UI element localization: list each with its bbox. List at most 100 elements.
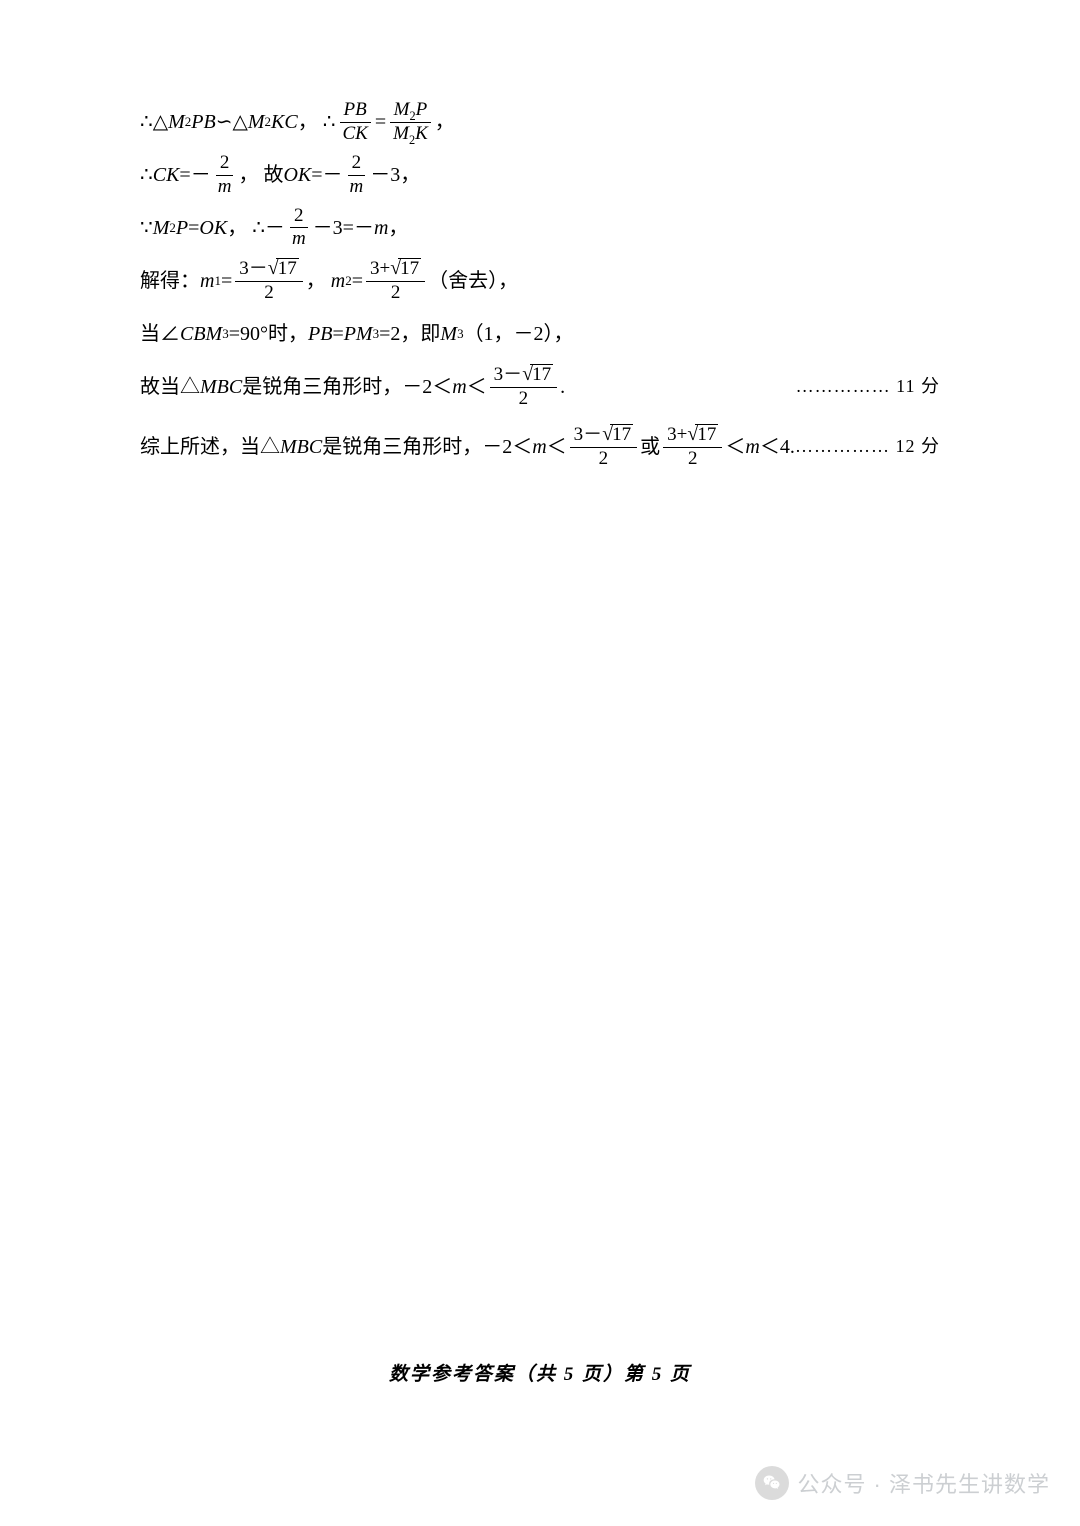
text: .: [560, 365, 565, 409]
fraction: PB CK: [338, 100, 371, 145]
var: PB: [308, 312, 332, 356]
watermark-text: 公众号 · 泽书先生讲数学: [797, 1467, 1050, 1499]
line-3: ∵ M2P = OK ， ∴－ 2 m －3=－m，: [140, 206, 940, 251]
text: ＜: [547, 425, 567, 469]
numerator: 2: [348, 153, 366, 176]
var: PB: [191, 100, 215, 144]
var: M: [168, 100, 185, 144]
numerator: 3－√17: [490, 364, 558, 388]
text: =: [332, 312, 343, 356]
text: ，: [238, 153, 258, 197]
text: ＜: [725, 425, 745, 469]
equals: =: [375, 100, 386, 144]
line-2: ∴ CK =－ 2 m ， 故 OK =－ 2 m －3，: [140, 153, 940, 198]
fraction: 3+√17 2: [366, 258, 425, 304]
text: ∴－: [252, 206, 285, 250]
denominator: 2: [595, 448, 613, 470]
denominator: 2: [260, 282, 278, 304]
sqrt: √17: [602, 424, 633, 446]
sqrt: √17: [687, 424, 718, 446]
numerator: 2: [290, 206, 308, 229]
fraction: 3－√17 2: [490, 364, 558, 410]
sqrt: √17: [522, 364, 553, 386]
sqrt: √17: [390, 258, 421, 280]
text: －3，: [370, 153, 420, 197]
text: 当∠: [140, 312, 180, 356]
var: CK: [153, 153, 180, 197]
fraction: 3－√17 2: [235, 258, 303, 304]
text: （1，－2），: [464, 312, 574, 356]
fraction: M2P M2K: [389, 100, 432, 145]
text: ，: [388, 206, 408, 250]
text: ＜: [467, 365, 487, 409]
text: 故当△: [140, 365, 200, 409]
numerator: 3－√17: [235, 258, 303, 282]
line-4: 解得： m1 = 3－√17 2 ， m2 = 3+√17 2 （舍去），: [140, 258, 940, 304]
fraction: 3－√17 2: [570, 424, 638, 470]
text: =－: [311, 153, 342, 197]
denominator: m: [346, 176, 368, 198]
var: m: [532, 425, 546, 469]
text: ＜4.: [760, 425, 795, 469]
numerator: M2P: [390, 100, 432, 123]
denominator: m: [288, 228, 310, 250]
var: MBC: [200, 365, 242, 409]
numerator: PB: [340, 100, 371, 123]
score-11: …………… 11 分: [796, 367, 940, 407]
math-expression: 综上所述，当△MBC 是锐角三角形时，－2＜m＜ 3－√17 2 或 3+√17…: [140, 424, 795, 470]
var: m: [374, 206, 388, 250]
wechat-icon: [755, 1466, 789, 1500]
text: =2，即: [379, 312, 440, 356]
var: m: [200, 259, 214, 303]
text: －3=－: [313, 206, 374, 250]
fraction: 2 m: [288, 206, 310, 251]
score-12: …………… 12 分: [795, 427, 940, 467]
denominator: 2: [684, 448, 702, 470]
denominator: 2: [387, 282, 405, 304]
var: KC: [271, 100, 298, 144]
text: 综上所述，当△: [140, 425, 280, 469]
line-6: 故当△MBC 是锐角三角形时，－2＜m＜ 3－√17 2 . …………… 11 …: [140, 364, 940, 410]
var: OK: [283, 153, 311, 197]
var: M: [440, 312, 457, 356]
denominator: m: [214, 176, 236, 198]
var: PM: [344, 312, 373, 356]
watermark: 公众号 · 泽书先生讲数学: [755, 1466, 1050, 1500]
text: ，: [306, 259, 326, 303]
text: 是锐角三角形时，－2＜: [242, 365, 452, 409]
text: ∴: [140, 153, 153, 197]
var: m: [331, 259, 345, 303]
text: ，: [227, 206, 247, 250]
var: M: [153, 206, 170, 250]
text: ∵: [140, 206, 153, 250]
similar-symbol: ∽: [216, 100, 233, 144]
var: OK: [199, 206, 227, 250]
numerator: 3+√17: [663, 424, 722, 448]
math-expression: 故当△MBC 是锐角三角形时，－2＜m＜ 3－√17 2 .: [140, 364, 565, 410]
fraction: 3+√17 2: [663, 424, 722, 470]
var: CBM: [180, 312, 222, 356]
page-footer: 数学参考答案（共 5 页）第 5 页: [0, 1359, 1080, 1386]
fraction: 2 m: [214, 153, 236, 198]
fraction: 2 m: [346, 153, 368, 198]
text: ∴: [323, 100, 336, 144]
text: （舍去），: [428, 259, 518, 303]
text: 解得：: [140, 259, 200, 303]
text: =－: [179, 153, 210, 197]
numerator: 3－√17: [570, 424, 638, 448]
text: 或: [640, 425, 660, 469]
text: 是锐角三角形时，－2＜: [322, 425, 532, 469]
text: ∴△: [140, 100, 168, 144]
solution-content: ∴△ M2PB ∽ △ M2KC ， ∴ PB CK = M2P M2K ， ∴…: [140, 100, 940, 478]
var: MBC: [280, 425, 322, 469]
var: P: [176, 206, 188, 250]
denominator: CK: [338, 123, 371, 145]
text: ，: [298, 100, 318, 144]
text: =: [188, 206, 199, 250]
denominator: M2K: [389, 123, 432, 145]
line-1: ∴△ M2PB ∽ △ M2KC ， ∴ PB CK = M2P M2K ，: [140, 100, 940, 145]
text: △: [232, 100, 247, 144]
text: =90°时，: [229, 312, 308, 356]
text: 故: [263, 153, 283, 197]
text: =: [352, 259, 363, 303]
